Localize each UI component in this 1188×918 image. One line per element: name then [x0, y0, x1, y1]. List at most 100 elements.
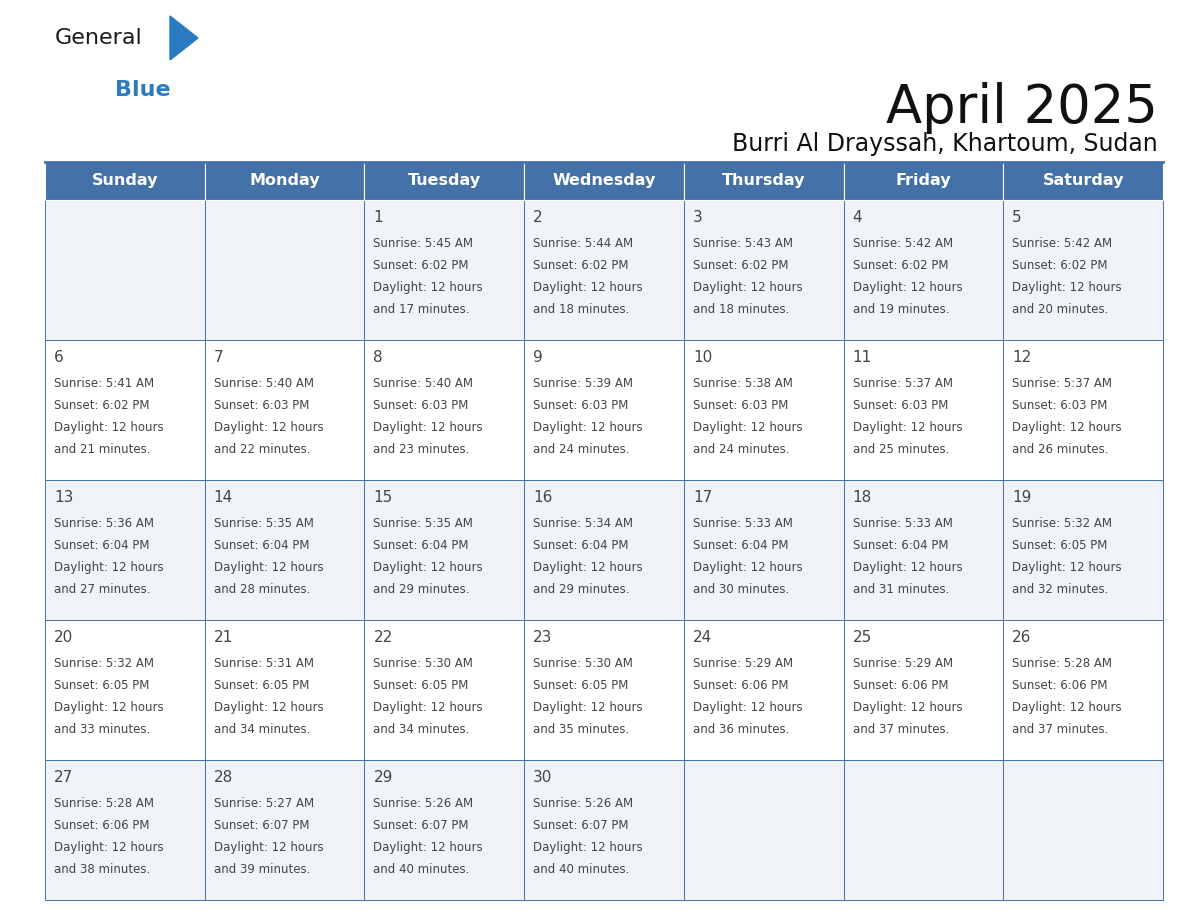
Bar: [843, 620, 1004, 760]
Text: 2: 2: [533, 210, 543, 225]
Text: Sunset: 6:02 PM: Sunset: 6:02 PM: [373, 259, 469, 272]
Text: and 35 minutes.: and 35 minutes.: [533, 723, 630, 736]
Text: Sunday: Sunday: [91, 174, 158, 188]
Text: Sunrise: 5:26 AM: Sunrise: 5:26 AM: [373, 797, 474, 810]
Bar: [684, 340, 843, 480]
Text: Sunset: 6:07 PM: Sunset: 6:07 PM: [533, 819, 628, 832]
Text: 21: 21: [214, 630, 233, 645]
Bar: [204, 620, 365, 760]
Bar: [45, 162, 204, 200]
Text: and 31 minutes.: and 31 minutes.: [853, 583, 949, 596]
Text: Daylight: 12 hours: Daylight: 12 hours: [533, 701, 643, 714]
Text: Daylight: 12 hours: Daylight: 12 hours: [533, 281, 643, 294]
Text: Sunrise: 5:28 AM: Sunrise: 5:28 AM: [1012, 657, 1112, 670]
Text: Sunset: 6:03 PM: Sunset: 6:03 PM: [693, 399, 788, 412]
Text: Daylight: 12 hours: Daylight: 12 hours: [1012, 281, 1121, 294]
Text: Sunset: 6:04 PM: Sunset: 6:04 PM: [373, 539, 469, 552]
Text: 12: 12: [1012, 350, 1031, 365]
Text: Daylight: 12 hours: Daylight: 12 hours: [533, 841, 643, 854]
Text: Sunrise: 5:40 AM: Sunrise: 5:40 AM: [214, 377, 314, 390]
Text: Sunrise: 5:30 AM: Sunrise: 5:30 AM: [373, 657, 473, 670]
Text: Thursday: Thursday: [722, 174, 805, 188]
Text: and 25 minutes.: and 25 minutes.: [853, 443, 949, 456]
Text: and 29 minutes.: and 29 minutes.: [533, 583, 630, 596]
Text: Wednesday: Wednesday: [552, 174, 656, 188]
Text: and 33 minutes.: and 33 minutes.: [53, 723, 150, 736]
Text: Daylight: 12 hours: Daylight: 12 hours: [214, 841, 323, 854]
Text: Sunrise: 5:35 AM: Sunrise: 5:35 AM: [373, 517, 473, 530]
Text: and 24 minutes.: and 24 minutes.: [533, 443, 630, 456]
Text: Sunset: 6:06 PM: Sunset: 6:06 PM: [693, 679, 789, 692]
Text: 6: 6: [53, 350, 64, 365]
Text: and 30 minutes.: and 30 minutes.: [693, 583, 789, 596]
Text: and 37 minutes.: and 37 minutes.: [1012, 723, 1108, 736]
Text: Sunset: 6:03 PM: Sunset: 6:03 PM: [533, 399, 628, 412]
Text: Blue: Blue: [115, 80, 171, 100]
Bar: [365, 620, 524, 760]
Text: Friday: Friday: [896, 174, 952, 188]
Bar: [1004, 620, 1163, 760]
Text: 17: 17: [693, 490, 712, 505]
Text: Sunset: 6:07 PM: Sunset: 6:07 PM: [214, 819, 309, 832]
Text: Daylight: 12 hours: Daylight: 12 hours: [53, 701, 164, 714]
Text: Sunset: 6:04 PM: Sunset: 6:04 PM: [53, 539, 150, 552]
Text: Sunset: 6:04 PM: Sunset: 6:04 PM: [533, 539, 628, 552]
Text: Daylight: 12 hours: Daylight: 12 hours: [214, 561, 323, 574]
Text: Daylight: 12 hours: Daylight: 12 hours: [53, 561, 164, 574]
Text: and 34 minutes.: and 34 minutes.: [373, 723, 469, 736]
Text: and 37 minutes.: and 37 minutes.: [853, 723, 949, 736]
Text: Daylight: 12 hours: Daylight: 12 hours: [53, 841, 164, 854]
Bar: [684, 162, 843, 200]
Text: 9: 9: [533, 350, 543, 365]
Text: Sunset: 6:03 PM: Sunset: 6:03 PM: [373, 399, 469, 412]
Text: Sunrise: 5:43 AM: Sunrise: 5:43 AM: [693, 237, 792, 250]
Text: 15: 15: [373, 490, 393, 505]
Text: Sunrise: 5:29 AM: Sunrise: 5:29 AM: [693, 657, 792, 670]
Text: Daylight: 12 hours: Daylight: 12 hours: [1012, 421, 1121, 434]
Bar: [365, 200, 524, 340]
Text: 14: 14: [214, 490, 233, 505]
Bar: [365, 760, 524, 900]
Text: and 40 minutes.: and 40 minutes.: [533, 863, 630, 876]
Bar: [204, 340, 365, 480]
Bar: [204, 760, 365, 900]
Text: Sunset: 6:06 PM: Sunset: 6:06 PM: [53, 819, 150, 832]
Text: and 27 minutes.: and 27 minutes.: [53, 583, 151, 596]
Bar: [204, 200, 365, 340]
Bar: [684, 760, 843, 900]
Text: Sunset: 6:04 PM: Sunset: 6:04 PM: [693, 539, 789, 552]
Text: 27: 27: [53, 770, 74, 785]
Bar: [45, 760, 204, 900]
Text: and 40 minutes.: and 40 minutes.: [373, 863, 469, 876]
Bar: [524, 340, 684, 480]
Text: Sunset: 6:02 PM: Sunset: 6:02 PM: [1012, 259, 1107, 272]
Bar: [684, 200, 843, 340]
Text: Burri Al Drayssah, Khartoum, Sudan: Burri Al Drayssah, Khartoum, Sudan: [732, 132, 1158, 156]
Bar: [524, 200, 684, 340]
Bar: [365, 480, 524, 620]
Text: Daylight: 12 hours: Daylight: 12 hours: [693, 561, 802, 574]
Bar: [524, 620, 684, 760]
Text: Daylight: 12 hours: Daylight: 12 hours: [533, 561, 643, 574]
Text: Daylight: 12 hours: Daylight: 12 hours: [1012, 701, 1121, 714]
Bar: [843, 162, 1004, 200]
Text: Daylight: 12 hours: Daylight: 12 hours: [373, 841, 484, 854]
Text: Sunset: 6:02 PM: Sunset: 6:02 PM: [853, 259, 948, 272]
Bar: [45, 200, 204, 340]
Text: 20: 20: [53, 630, 74, 645]
Text: and 23 minutes.: and 23 minutes.: [373, 443, 469, 456]
Text: Sunset: 6:02 PM: Sunset: 6:02 PM: [533, 259, 628, 272]
Bar: [843, 200, 1004, 340]
Text: Sunset: 6:05 PM: Sunset: 6:05 PM: [373, 679, 469, 692]
Text: Daylight: 12 hours: Daylight: 12 hours: [853, 421, 962, 434]
Text: and 22 minutes.: and 22 minutes.: [214, 443, 310, 456]
Polygon shape: [170, 16, 198, 60]
Text: Sunset: 6:06 PM: Sunset: 6:06 PM: [1012, 679, 1107, 692]
Text: and 21 minutes.: and 21 minutes.: [53, 443, 151, 456]
Text: Sunset: 6:03 PM: Sunset: 6:03 PM: [214, 399, 309, 412]
Text: Sunset: 6:02 PM: Sunset: 6:02 PM: [693, 259, 789, 272]
Text: 18: 18: [853, 490, 872, 505]
Text: Tuesday: Tuesday: [407, 174, 481, 188]
Text: General: General: [55, 28, 143, 48]
Text: Sunrise: 5:27 AM: Sunrise: 5:27 AM: [214, 797, 314, 810]
